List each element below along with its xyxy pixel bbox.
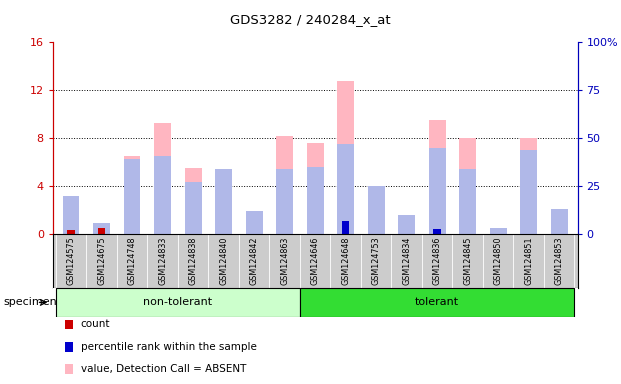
Bar [276, 169, 293, 234]
Text: GSM124836: GSM124836 [433, 237, 442, 285]
Bar [154, 122, 171, 234]
Text: GSM124842: GSM124842 [250, 237, 258, 285]
Bar [276, 136, 293, 234]
Bar [67, 230, 75, 234]
Text: specimen: specimen [3, 297, 57, 308]
Text: GSM124834: GSM124834 [402, 237, 411, 285]
Bar [368, 225, 384, 234]
Text: GSM124853: GSM124853 [555, 237, 564, 285]
Bar [520, 138, 537, 234]
Bar [307, 143, 324, 234]
Bar [246, 211, 263, 234]
Bar [520, 150, 537, 234]
Text: count: count [81, 319, 111, 329]
Bar [490, 230, 507, 234]
Bar [63, 196, 79, 234]
Bar [337, 81, 354, 234]
Bar [368, 186, 384, 234]
Bar [490, 228, 507, 234]
Bar [124, 156, 140, 234]
Text: GSM124845: GSM124845 [463, 237, 472, 285]
Bar [460, 169, 476, 234]
Bar [124, 159, 140, 234]
Bar [433, 230, 441, 234]
Bar [398, 225, 415, 234]
Text: GDS3282 / 240284_x_at: GDS3282 / 240284_x_at [230, 13, 391, 26]
Text: GSM124863: GSM124863 [280, 237, 289, 285]
Bar [184, 168, 201, 234]
Text: GSM124753: GSM124753 [372, 237, 381, 285]
Text: percentile rank within the sample: percentile rank within the sample [81, 342, 256, 352]
Text: GSM124748: GSM124748 [127, 237, 137, 285]
Bar [63, 220, 79, 234]
Bar [215, 169, 232, 234]
Text: GSM124575: GSM124575 [66, 237, 76, 285]
Text: GSM124646: GSM124646 [310, 237, 320, 285]
Bar [342, 221, 350, 234]
Text: GSM124675: GSM124675 [97, 237, 106, 285]
Bar [97, 228, 106, 234]
Bar [398, 215, 415, 234]
Text: GSM124648: GSM124648 [341, 237, 350, 285]
Bar [56, 288, 300, 317]
Bar [300, 288, 574, 317]
Bar [460, 138, 476, 234]
Text: GSM124851: GSM124851 [524, 237, 533, 285]
Bar [215, 226, 232, 234]
Bar [551, 228, 568, 234]
Text: non-tolerant: non-tolerant [143, 297, 212, 308]
Text: GSM124833: GSM124833 [158, 237, 167, 285]
Bar [154, 156, 171, 234]
Bar [93, 228, 110, 234]
Text: tolerant: tolerant [415, 297, 460, 308]
Bar [429, 120, 446, 234]
Bar [551, 209, 568, 234]
Bar [184, 182, 201, 234]
Bar [246, 231, 263, 234]
Text: GSM124838: GSM124838 [189, 237, 197, 285]
Text: GSM124850: GSM124850 [494, 237, 503, 285]
Bar [429, 148, 446, 234]
Bar [307, 167, 324, 234]
Text: value, Detection Call = ABSENT: value, Detection Call = ABSENT [81, 364, 246, 374]
Bar [93, 223, 110, 234]
Text: GSM124840: GSM124840 [219, 237, 228, 285]
Bar [337, 144, 354, 234]
